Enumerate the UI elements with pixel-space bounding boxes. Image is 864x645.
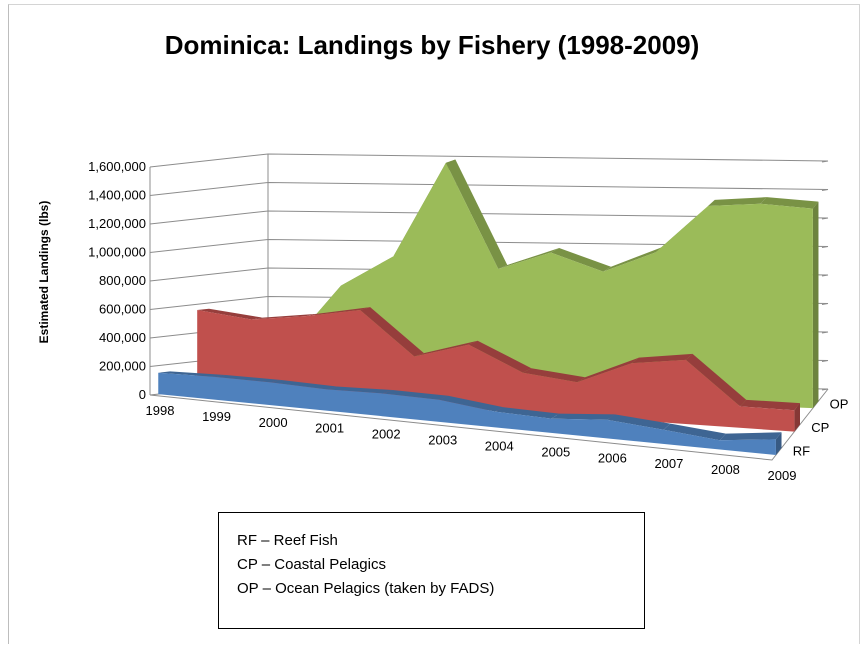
series-top-facet xyxy=(158,371,226,377)
series-top-facet xyxy=(439,395,504,412)
depth-label: RF xyxy=(793,443,810,458)
series-top-facet xyxy=(214,375,282,383)
x-tick-label: 2008 xyxy=(711,462,740,477)
x-tick-label: 2007 xyxy=(654,456,683,471)
series-end-cap xyxy=(775,432,782,456)
gridline xyxy=(149,210,829,225)
series-face xyxy=(158,372,776,456)
series-top-facet xyxy=(326,386,393,394)
legend-note-box: RF – Reef Fish CP – Coastal Pelagics OP … xyxy=(218,512,645,629)
x-tick-label: 1998 xyxy=(146,403,175,418)
x-tick-label: 2001 xyxy=(315,421,344,436)
x-tick-label: 1999 xyxy=(202,409,231,424)
series-top-facet xyxy=(607,414,671,430)
series-cp xyxy=(197,307,800,432)
series-top-facet xyxy=(414,340,478,357)
series-top-facet xyxy=(495,407,560,419)
x-tick-label: 2000 xyxy=(259,415,288,430)
x-tick-label: 2002 xyxy=(372,427,401,442)
series-top-facet xyxy=(708,197,767,206)
y-tick-label: 0 xyxy=(139,387,146,402)
legend-note-rf: RF – Reef Fish xyxy=(237,532,338,549)
chart-title: Dominica: Landings by Fishery (1998-2009… xyxy=(164,30,700,60)
series-end-cap xyxy=(794,403,800,432)
series-rf xyxy=(158,371,782,456)
series-top-facet xyxy=(305,307,371,317)
x-tick-label: 2009 xyxy=(768,468,797,483)
depth-label: CP xyxy=(811,420,829,435)
series-top-facet xyxy=(551,413,615,420)
series-top-facet xyxy=(197,308,263,320)
series-top-facet xyxy=(577,357,639,383)
series-top-facet xyxy=(382,390,448,400)
x-tick-label: 2005 xyxy=(541,444,570,459)
series-end-cap xyxy=(812,201,819,409)
series-top-facet xyxy=(663,423,726,441)
y-tick-label: 1,600,000 xyxy=(88,159,146,174)
series-top-facet xyxy=(603,246,663,272)
y-tick-label: 1,200,000 xyxy=(88,216,146,231)
series-top-facet xyxy=(498,248,560,269)
x-tick-label: 2006 xyxy=(598,450,627,465)
y-tick-label: 400,000 xyxy=(99,330,146,345)
series-top-facet xyxy=(719,432,782,441)
y-tick-label: 1,000,000 xyxy=(88,245,146,260)
series-top-facet xyxy=(445,159,508,269)
series-top-facet xyxy=(740,399,800,411)
y-axis-title: Estimated Landings (lbs) xyxy=(37,201,51,344)
depth-label: OP xyxy=(830,397,849,412)
series-top-facet xyxy=(468,340,532,373)
chart-frame xyxy=(8,4,860,644)
x-tick-label: 2004 xyxy=(485,438,514,453)
y-tick-label: 600,000 xyxy=(99,302,146,317)
floor-edge xyxy=(149,388,829,461)
gridline xyxy=(149,181,829,196)
series-face xyxy=(197,310,795,432)
gridline xyxy=(149,238,829,253)
series-top-facet xyxy=(522,368,586,383)
x-tick-label: 2003 xyxy=(428,433,457,448)
series-top-facet xyxy=(270,380,337,390)
y-tick-label: 200,000 xyxy=(99,359,146,374)
y-tick-label: 1,400,000 xyxy=(88,188,146,203)
series-top-facet xyxy=(360,307,424,357)
series-top-facet xyxy=(631,353,693,364)
gridline xyxy=(149,153,829,168)
legend-note-cp: CP – Coastal Pelagics xyxy=(237,556,386,573)
series-top-facet xyxy=(760,197,819,209)
series-top-facet xyxy=(251,313,317,320)
y-tick-label: 800,000 xyxy=(99,273,146,288)
legend-note-op: OP – Ocean Pelagics (taken by FADS) xyxy=(237,580,495,597)
axis-labels: 0 200,000 400,000 600,000 800,000 1,000,000 1,… xyxy=(37,159,848,483)
series-top-facet xyxy=(685,353,747,407)
series-areas xyxy=(158,159,819,456)
series-top-facet xyxy=(550,248,612,272)
